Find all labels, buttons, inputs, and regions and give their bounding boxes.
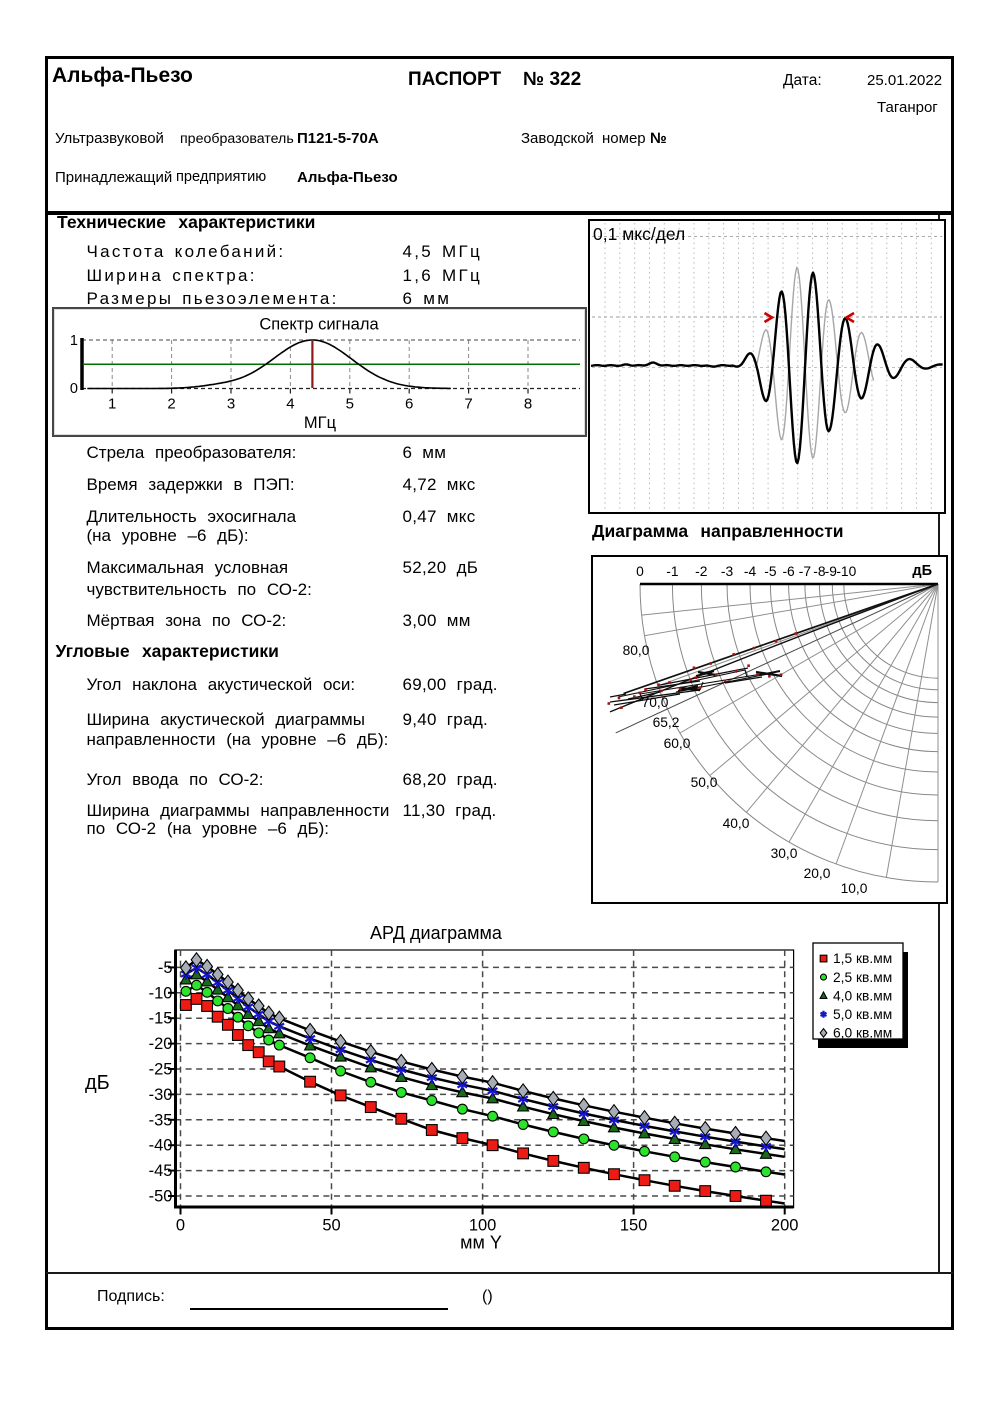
svg-text:5,0 кв.мм: 5,0 кв.мм <box>833 1007 892 1022</box>
svg-text:АРД диаграмма: АРД диаграмма <box>370 925 503 943</box>
svg-text:-1: -1 <box>666 564 678 579</box>
svg-text:6,0 кв.мм: 6,0 кв.мм <box>833 1026 892 1041</box>
svg-text:8: 8 <box>524 396 532 413</box>
svg-text:-30: -30 <box>149 1086 173 1104</box>
svg-text:6: 6 <box>405 396 413 413</box>
svg-text:1,5 кв.мм: 1,5 кв.мм <box>833 951 892 966</box>
svg-text:дБ: дБ <box>912 563 932 579</box>
svg-text:-35: -35 <box>149 1111 173 1129</box>
svg-text:мм Y: мм Y <box>460 1233 502 1253</box>
svg-text:1: 1 <box>108 396 116 413</box>
svg-text:-10: -10 <box>149 984 173 1002</box>
svg-text:5: 5 <box>346 396 354 413</box>
svg-text:-4: -4 <box>744 564 757 579</box>
svg-text:0: 0 <box>70 381 78 397</box>
svg-text:30,0: 30,0 <box>771 846 798 861</box>
svg-text:-10: -10 <box>836 564 856 579</box>
svg-text:-5: -5 <box>158 959 173 977</box>
svg-text:0: 0 <box>636 564 644 579</box>
svg-text:100: 100 <box>469 1217 497 1235</box>
svg-text:-25: -25 <box>149 1061 173 1079</box>
svg-text:50: 50 <box>322 1217 340 1235</box>
svg-text:Спектр сигнала: Спектр сигнала <box>259 316 379 334</box>
svg-text:70,0: 70,0 <box>642 695 669 710</box>
svg-text:-8: -8 <box>813 564 826 579</box>
svg-text:-50: -50 <box>149 1188 173 1206</box>
svg-text:-40: -40 <box>149 1137 173 1155</box>
svg-text:-15: -15 <box>149 1010 173 1028</box>
svg-text:7: 7 <box>464 396 472 413</box>
svg-text:-2: -2 <box>695 564 707 579</box>
svg-text:-3: -3 <box>721 564 734 579</box>
svg-text:20,0: 20,0 <box>804 866 831 881</box>
svg-text:2,5 кв.мм: 2,5 кв.мм <box>833 970 892 985</box>
svg-text:3: 3 <box>227 396 235 413</box>
svg-text:60,0: 60,0 <box>664 736 691 751</box>
svg-text:65,2: 65,2 <box>653 715 680 730</box>
svg-text:0: 0 <box>176 1217 185 1235</box>
svg-text:МГц: МГц <box>304 414 337 432</box>
svg-text:200: 200 <box>771 1217 799 1235</box>
svg-text:-20: -20 <box>149 1035 173 1053</box>
svg-text:-7: -7 <box>799 564 811 579</box>
svg-text:0,1 мкс/дел: 0,1 мкс/дел <box>593 224 685 244</box>
svg-text:-45: -45 <box>149 1162 173 1180</box>
svg-text:дБ: дБ <box>85 1072 110 1094</box>
svg-text:80,0: 80,0 <box>623 643 650 658</box>
svg-text:2: 2 <box>167 396 175 413</box>
svg-text:1: 1 <box>70 333 78 349</box>
svg-text:50,0: 50,0 <box>691 775 718 790</box>
svg-text:40,0: 40,0 <box>723 816 750 831</box>
svg-text:150: 150 <box>620 1217 648 1235</box>
svg-text:4,0 кв.мм: 4,0 кв.мм <box>833 988 892 1003</box>
svg-text:-5: -5 <box>764 564 777 579</box>
svg-text:-9: -9 <box>825 564 838 579</box>
svg-text:4: 4 <box>286 396 294 413</box>
svg-text:10,0: 10,0 <box>841 881 868 896</box>
svg-text:-6: -6 <box>782 564 795 579</box>
